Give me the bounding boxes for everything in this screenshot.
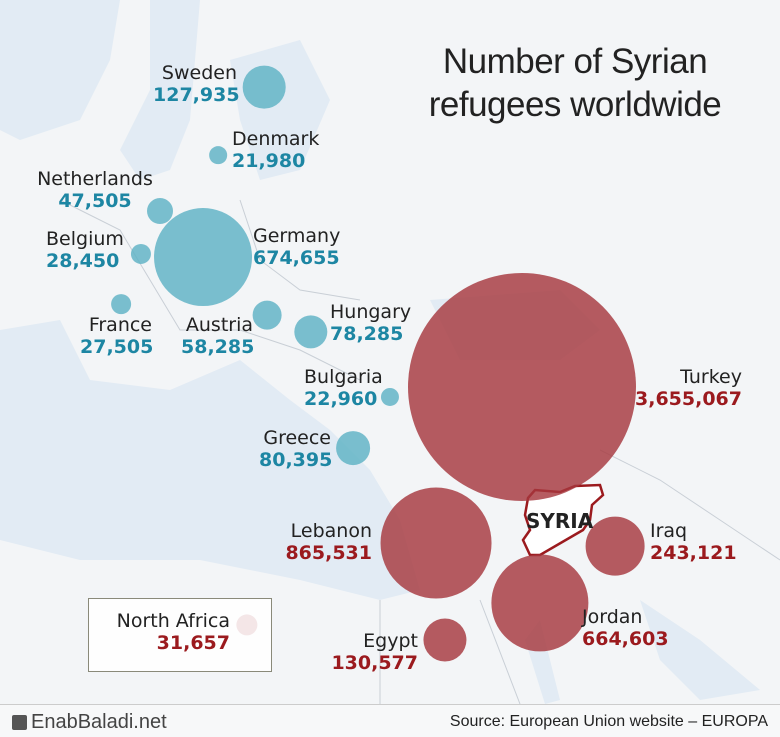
denmark-label: Denmark 21,980 [232, 128, 319, 172]
jordan-label: Jordan 664,603 [582, 606, 669, 650]
title-line-1: Number of Syrian [442, 42, 708, 81]
denmark-bubble [209, 146, 227, 164]
refugee-count: 47,505 [58, 190, 132, 212]
refugee-count: 865,531 [285, 542, 372, 564]
refugee-count: 664,603 [582, 628, 669, 650]
chart-title: Number of Syrian refugees worldwide [400, 40, 750, 126]
background-map [0, 0, 780, 704]
turkey-label: Turkey 3,655,067 [622, 366, 742, 410]
sweden-label: Sweden 127,935 [153, 62, 240, 106]
turkey-bubble [408, 273, 636, 501]
country-name: France [88, 314, 152, 336]
country-name: Egypt [363, 630, 418, 652]
refugee-count: 27,505 [80, 336, 154, 358]
netherlands-bubble [147, 198, 173, 224]
lebanon-bubble [380, 487, 492, 599]
austria-bubble [252, 300, 282, 330]
refugee-count: 674,655 [253, 247, 340, 269]
jordan-bubble [491, 554, 589, 652]
hungary-label: Hungary 78,285 [330, 301, 411, 345]
country-name: Netherlands [37, 168, 153, 190]
netherlands-label: Netherlands 47,505 [32, 168, 158, 212]
refugee-count: 3,655,067 [635, 388, 742, 410]
refugee-count: 80,395 [259, 449, 333, 471]
greece-label: Greece 80,395 [259, 427, 333, 471]
country-name: Jordan [582, 606, 643, 628]
refugee-count: 78,285 [330, 323, 404, 345]
country-name: Turkey [680, 366, 742, 388]
bulgaria-label: Bulgaria 22,960 [304, 366, 383, 410]
country-name: Bulgaria [304, 366, 383, 388]
north-africa-legend-box [88, 598, 272, 672]
refugee-count: 31,657 [156, 632, 230, 654]
country-name: Germany [253, 225, 341, 247]
source-text: Source: European Union website – EUROPA [449, 713, 768, 730]
country-name: Denmark [232, 128, 320, 150]
country-name: Lebanon [290, 520, 372, 542]
north-africa-label: North Africa 31,657 [102, 610, 230, 654]
austria-label: Austria 58,285 [181, 314, 255, 358]
refugee-count: 21,980 [232, 150, 306, 172]
belgium-bubble [130, 243, 152, 265]
syria-label: SYRIA [526, 509, 594, 533]
country-name: Sweden [161, 62, 237, 84]
refugee-count: 127,935 [153, 84, 240, 106]
country-name: Belgium [46, 228, 124, 250]
france-bubble [111, 294, 131, 314]
logo-text: EnabBaladi.net [31, 711, 167, 733]
refugee-count: 243,121 [650, 542, 737, 564]
germany-label: Germany 674,655 [253, 225, 340, 269]
bulgaria-bubble [380, 387, 400, 407]
iraq-bubble [585, 516, 645, 576]
country-name: Greece [263, 427, 331, 449]
sweden-bubble [242, 65, 286, 109]
refugee-count: 58,285 [181, 336, 255, 358]
iraq-label: Iraq 243,121 [650, 520, 737, 564]
refugee-count: 22,960 [304, 388, 378, 410]
greece-bubble [336, 431, 370, 465]
belgium-label: Belgium 28,450 [46, 228, 124, 272]
logo-icon [12, 715, 27, 730]
country-name: Austria [185, 314, 253, 336]
germany-bubble [154, 208, 252, 306]
country-name: Iraq [650, 520, 688, 542]
enab-baladi-logo[interactable]: EnabBaladi.net [12, 711, 167, 734]
country-name: North Africa [116, 610, 230, 632]
egypt-label: Egypt 130,577 [330, 630, 418, 674]
refugee-count: 28,450 [46, 250, 120, 272]
egypt-bubble [423, 618, 467, 662]
france-label: France 27,505 [80, 314, 154, 358]
footer: EnabBaladi.net Source: European Union we… [0, 704, 780, 737]
country-name: Hungary [330, 301, 412, 323]
lebanon-label: Lebanon 865,531 [284, 520, 372, 564]
title-line-2: refugees worldwide [428, 85, 722, 124]
hungary-bubble [294, 315, 328, 349]
refugee-count: 130,577 [331, 652, 418, 674]
